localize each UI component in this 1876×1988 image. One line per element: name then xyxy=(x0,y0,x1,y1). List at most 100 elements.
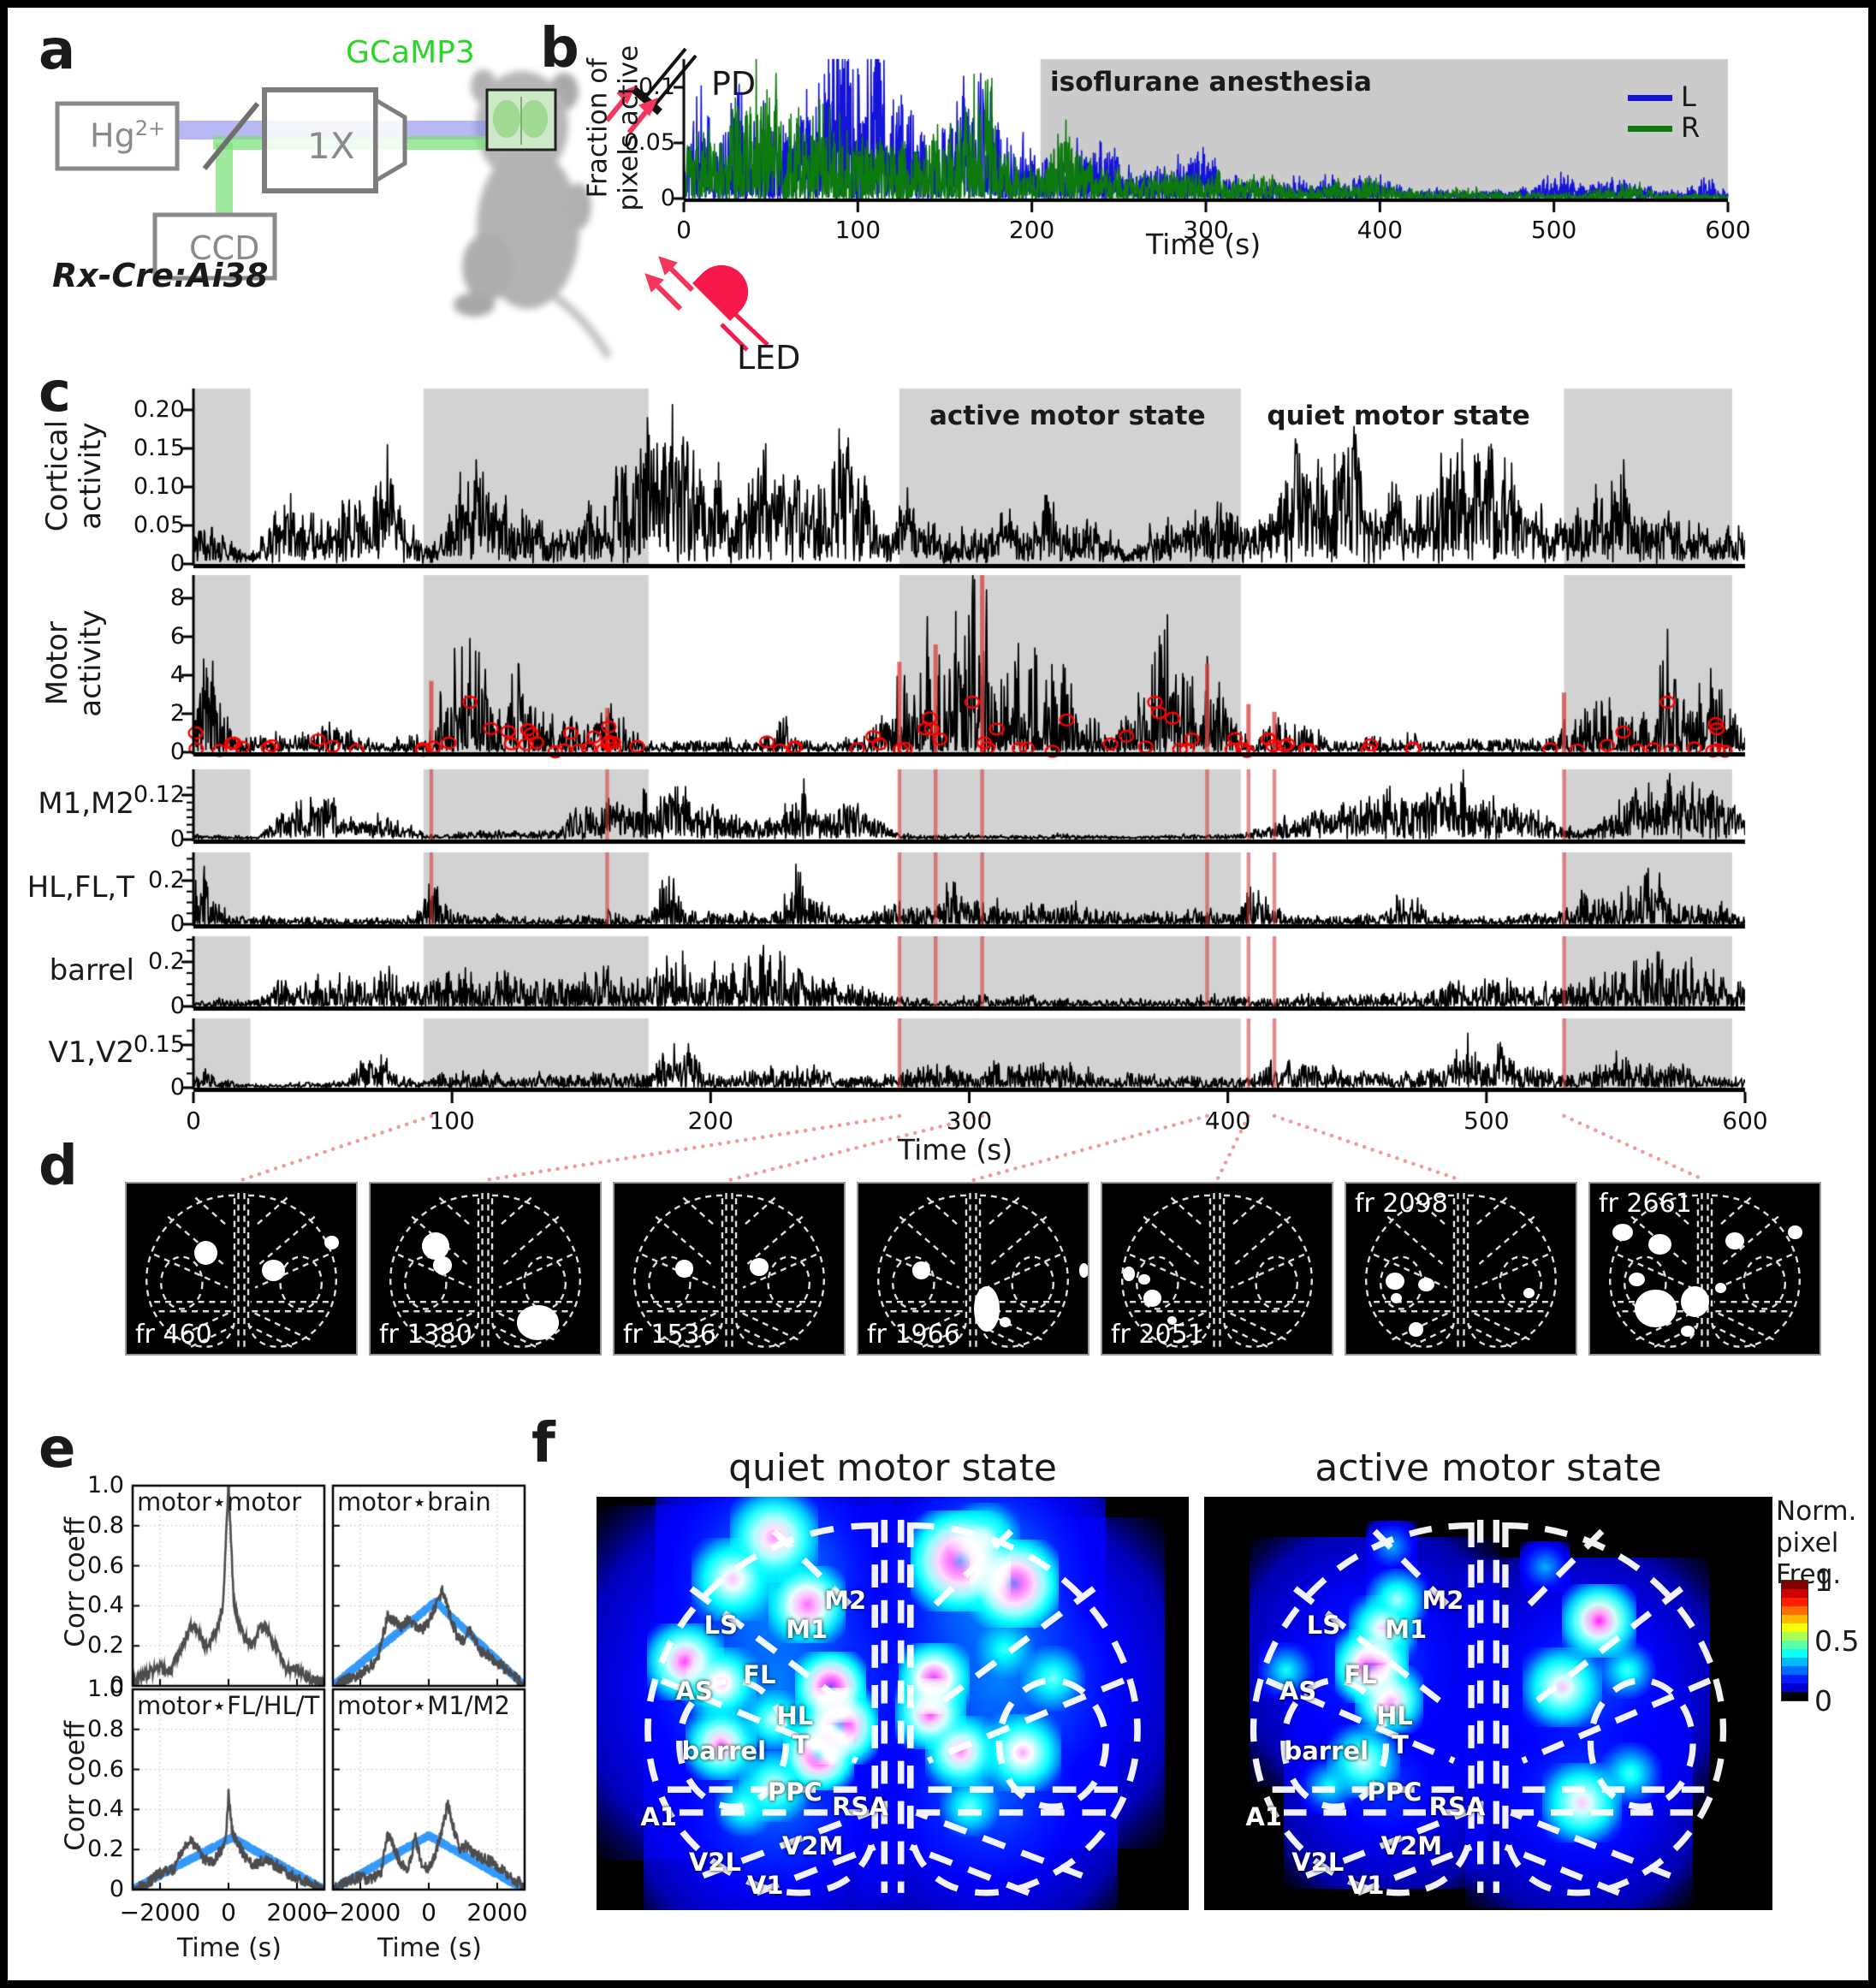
frame-number-label: fr 1966 xyxy=(867,1320,960,1350)
panel-b-letter: b xyxy=(540,17,579,80)
c-rowlabel-hlflt: HL,FL,T xyxy=(27,870,134,905)
active-pixel-blob xyxy=(1409,1322,1423,1337)
legend-label-L: L xyxy=(1681,80,1696,113)
c-ytick-cortical: 0.20 xyxy=(133,396,185,423)
led-icon xyxy=(692,264,769,352)
region-label-A1: A1 xyxy=(1245,1802,1283,1832)
led-label: LED xyxy=(737,339,801,377)
e-xtick-label: 0 xyxy=(221,1898,236,1926)
legend-label-R: R xyxy=(1681,111,1701,144)
region-label-T: T xyxy=(1392,1730,1409,1760)
active-pixel-blob xyxy=(999,1317,1012,1328)
fraction-active-plot xyxy=(658,46,1754,217)
ccd-label: CCD xyxy=(189,229,260,267)
active-pixel-blob xyxy=(1648,1233,1672,1255)
region-label-M2: M2 xyxy=(1422,1585,1464,1615)
active-pixel-blob xyxy=(1681,1326,1695,1337)
c-state-label-0: active motor state xyxy=(929,401,1206,431)
b-xtick-label: 600 xyxy=(1705,216,1751,244)
frame-number-label: fr 2051 xyxy=(1111,1320,1204,1350)
c-rowlabel-cortical: Cortical activity xyxy=(39,419,108,531)
c-ytick-cortical: 0 xyxy=(169,550,185,577)
c-ytick-hlflt: 0.2 xyxy=(148,867,185,893)
e-ylabel-1: Corr coeff xyxy=(60,1720,92,1851)
region-label-V2M: V2M xyxy=(781,1831,844,1861)
region-label-FL: FL xyxy=(743,1659,776,1689)
region-label-barrel: barrel xyxy=(681,1736,767,1766)
e-ytick-label: 0.2 xyxy=(87,1836,124,1863)
activity-traces-plot xyxy=(175,384,1754,1103)
active-pixel-blob xyxy=(1143,1289,1162,1308)
e-ytick-label: 0.4 xyxy=(87,1592,124,1619)
active-pixel-blob xyxy=(674,1260,694,1278)
b-ytick-label: 0 xyxy=(660,185,675,211)
e-ytick-label: 0 xyxy=(109,1672,124,1699)
colorbar-band xyxy=(1782,1598,1808,1606)
b-xtick-label: 200 xyxy=(1008,216,1055,244)
brain-frame-2: fr 1380 xyxy=(369,1182,602,1356)
active-pixel-blob xyxy=(517,1305,560,1340)
active-pixel-blob xyxy=(1725,1231,1744,1250)
colorbar-band xyxy=(1782,1683,1808,1692)
region-label-HL: HL xyxy=(776,1700,814,1730)
e-plot-title-0: motor⋆motor xyxy=(137,1487,302,1516)
region-label-T: T xyxy=(792,1730,810,1760)
c-ytick-m1m2: 0 xyxy=(169,826,185,852)
e-ytick-label: 0.6 xyxy=(87,1552,124,1579)
b-xtick-label: 500 xyxy=(1530,216,1577,244)
active-pixel-blob xyxy=(324,1235,339,1250)
b-xtick-label: 100 xyxy=(834,216,882,244)
c-ytick-motor: 0 xyxy=(169,739,185,765)
c-ytick-barrel: 0.2 xyxy=(148,948,185,975)
c-ytick-hlflt: 0 xyxy=(169,911,185,937)
connector-line xyxy=(1272,1113,1463,1183)
brain-frame-4: fr 1966 xyxy=(857,1182,1089,1356)
c-state-label-1: quiet motor state xyxy=(1267,401,1530,431)
brain-heatmap-active: LS M2 M1 FL AS HL barrel T PPC RSA A1 V2M V2L V1 xyxy=(1204,1497,1772,1910)
c-xlabel: Time (s) xyxy=(898,1133,1013,1166)
region-label-RSA: RSA xyxy=(832,1792,888,1822)
e-ytick-label: 0.6 xyxy=(87,1755,124,1783)
c-ytick-barrel: 0 xyxy=(169,993,185,1019)
colorbar-band xyxy=(1782,1666,1808,1675)
region-label-V1: V1 xyxy=(1347,1871,1385,1901)
b-xlabel: Time (s) xyxy=(1146,228,1262,261)
colorbar-band xyxy=(1782,1649,1808,1658)
active-pixel-blob xyxy=(1123,1267,1136,1281)
e-xlabel: Time (s) xyxy=(177,1933,282,1963)
region-label-V2L: V2L xyxy=(1291,1848,1345,1878)
colorbar-band xyxy=(1782,1692,1808,1700)
e-ytick-label: 0.2 xyxy=(87,1632,124,1659)
active-pixel-blob xyxy=(1714,1282,1727,1293)
brain-frame-3: fr 1536 xyxy=(613,1182,846,1356)
c-rowlabel-m1m2: M1,M2 xyxy=(38,786,134,821)
active-pixel-blob xyxy=(1628,1272,1645,1286)
anesthesia-label: isoflurane anesthesia xyxy=(1050,67,1372,98)
gcamp3-label: GCaMP3 xyxy=(346,35,475,70)
c-ytick-motor: 2 xyxy=(169,700,185,727)
e-ytick-label: 0 xyxy=(109,1876,124,1902)
e-xtick-label: 2000 xyxy=(266,1898,328,1926)
setup-schematic xyxy=(55,47,769,359)
c-rowlabel-motor: Motor activity xyxy=(39,608,108,717)
region-label-AS: AS xyxy=(1279,1676,1317,1706)
active-pixel-blob xyxy=(261,1260,285,1281)
e-xtick-label: −2000 xyxy=(119,1898,201,1926)
panel-e-letter: e xyxy=(39,1417,76,1481)
e-xtick-label: −2000 xyxy=(319,1898,401,1926)
e-plot-title-1: motor⋆brain xyxy=(337,1487,491,1516)
e-ylabel-0: Corr coeff xyxy=(60,1516,92,1647)
objective-label: 1X xyxy=(307,125,355,167)
region-label-V1: V1 xyxy=(746,1871,784,1901)
colorbar-tick-label: 1 xyxy=(1814,1564,1832,1598)
region-label-LS: LS xyxy=(704,1610,738,1640)
connector-line xyxy=(1562,1113,1707,1183)
c-xtick-label: 600 xyxy=(1722,1107,1768,1135)
region-label-A1: A1 xyxy=(640,1802,677,1832)
region-label-FL: FL xyxy=(1344,1659,1377,1689)
colorbar-band xyxy=(1782,1606,1808,1615)
active-pixel-blob xyxy=(1612,1223,1634,1241)
c-xtick-label: 100 xyxy=(429,1107,475,1135)
colorbar-title-line: pixel xyxy=(1776,1528,1839,1558)
